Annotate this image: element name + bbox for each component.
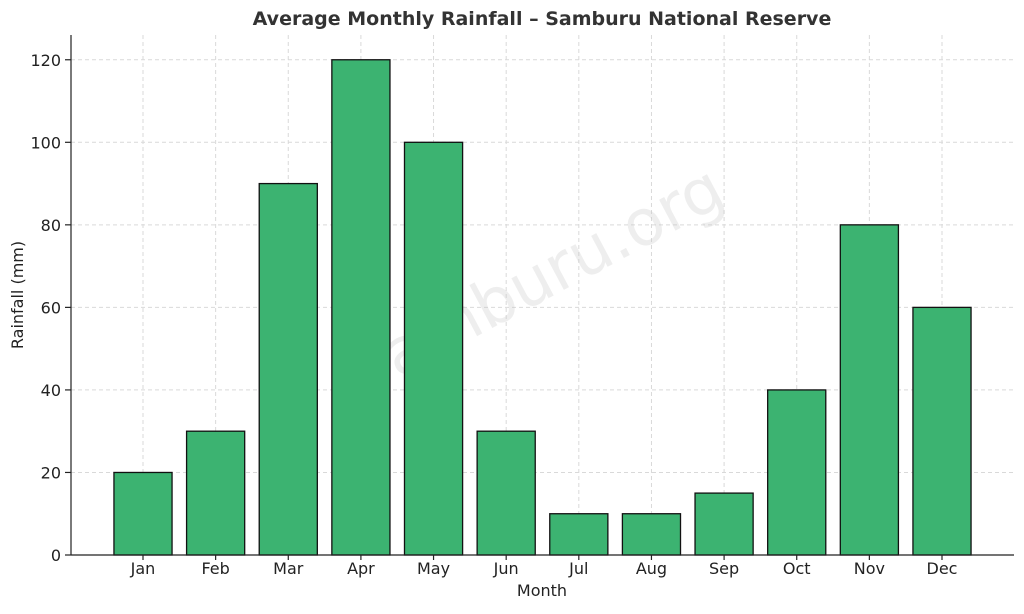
bar-oct (767, 389, 827, 556)
bar-apr (331, 59, 391, 556)
x-tick-label: Oct (783, 559, 811, 578)
bar-feb (185, 430, 246, 556)
watermark: Samburu.org (334, 151, 736, 411)
x-axis-label: Month (517, 581, 567, 600)
chart-title: Average Monthly Rainfall – Samburu Natio… (253, 8, 832, 30)
bar-jan (113, 471, 173, 556)
y-tick-label: 0 (51, 546, 61, 565)
x-tick-label: Jan (130, 559, 156, 578)
x-tick-label: Nov (854, 559, 885, 578)
x-tick-label: Mar (273, 559, 304, 578)
x-ticks: Jan Feb Mar Apr May Jun Jul Aug Sep Oct Nov Dec (130, 555, 958, 578)
bar-dec (912, 306, 972, 556)
y-ticks: 0 20 40 60 80 100 120 (30, 51, 71, 565)
bar-jul (549, 513, 609, 556)
bar-jun (476, 430, 536, 556)
y-tick-label: 40 (41, 381, 61, 400)
axes (70, 35, 1014, 556)
x-tick-label: Sep (709, 559, 739, 578)
x-tick-label: Jun (493, 559, 519, 578)
y-tick-label: 60 (41, 298, 61, 317)
x-tick-label: May (417, 559, 450, 578)
x-tick-label: Aug (636, 559, 667, 578)
x-tick-label: Dec (927, 559, 958, 578)
bars (113, 59, 972, 556)
bar-sep (694, 492, 754, 556)
y-tick-label: 120 (30, 51, 61, 70)
y-tick-label: 100 (30, 133, 61, 152)
bar-aug (621, 513, 682, 556)
y-tick-label: 20 (41, 463, 61, 482)
x-tick-label: Jul (568, 559, 588, 578)
bar-mar (258, 182, 318, 556)
y-tick-label: 80 (41, 216, 61, 235)
y-axis-label: Rainfall (mm) (8, 241, 27, 349)
x-tick-label: Feb (201, 559, 229, 578)
bar-may (403, 141, 464, 556)
x-tick-label: Apr (347, 559, 375, 578)
bar-nov (839, 224, 900, 556)
